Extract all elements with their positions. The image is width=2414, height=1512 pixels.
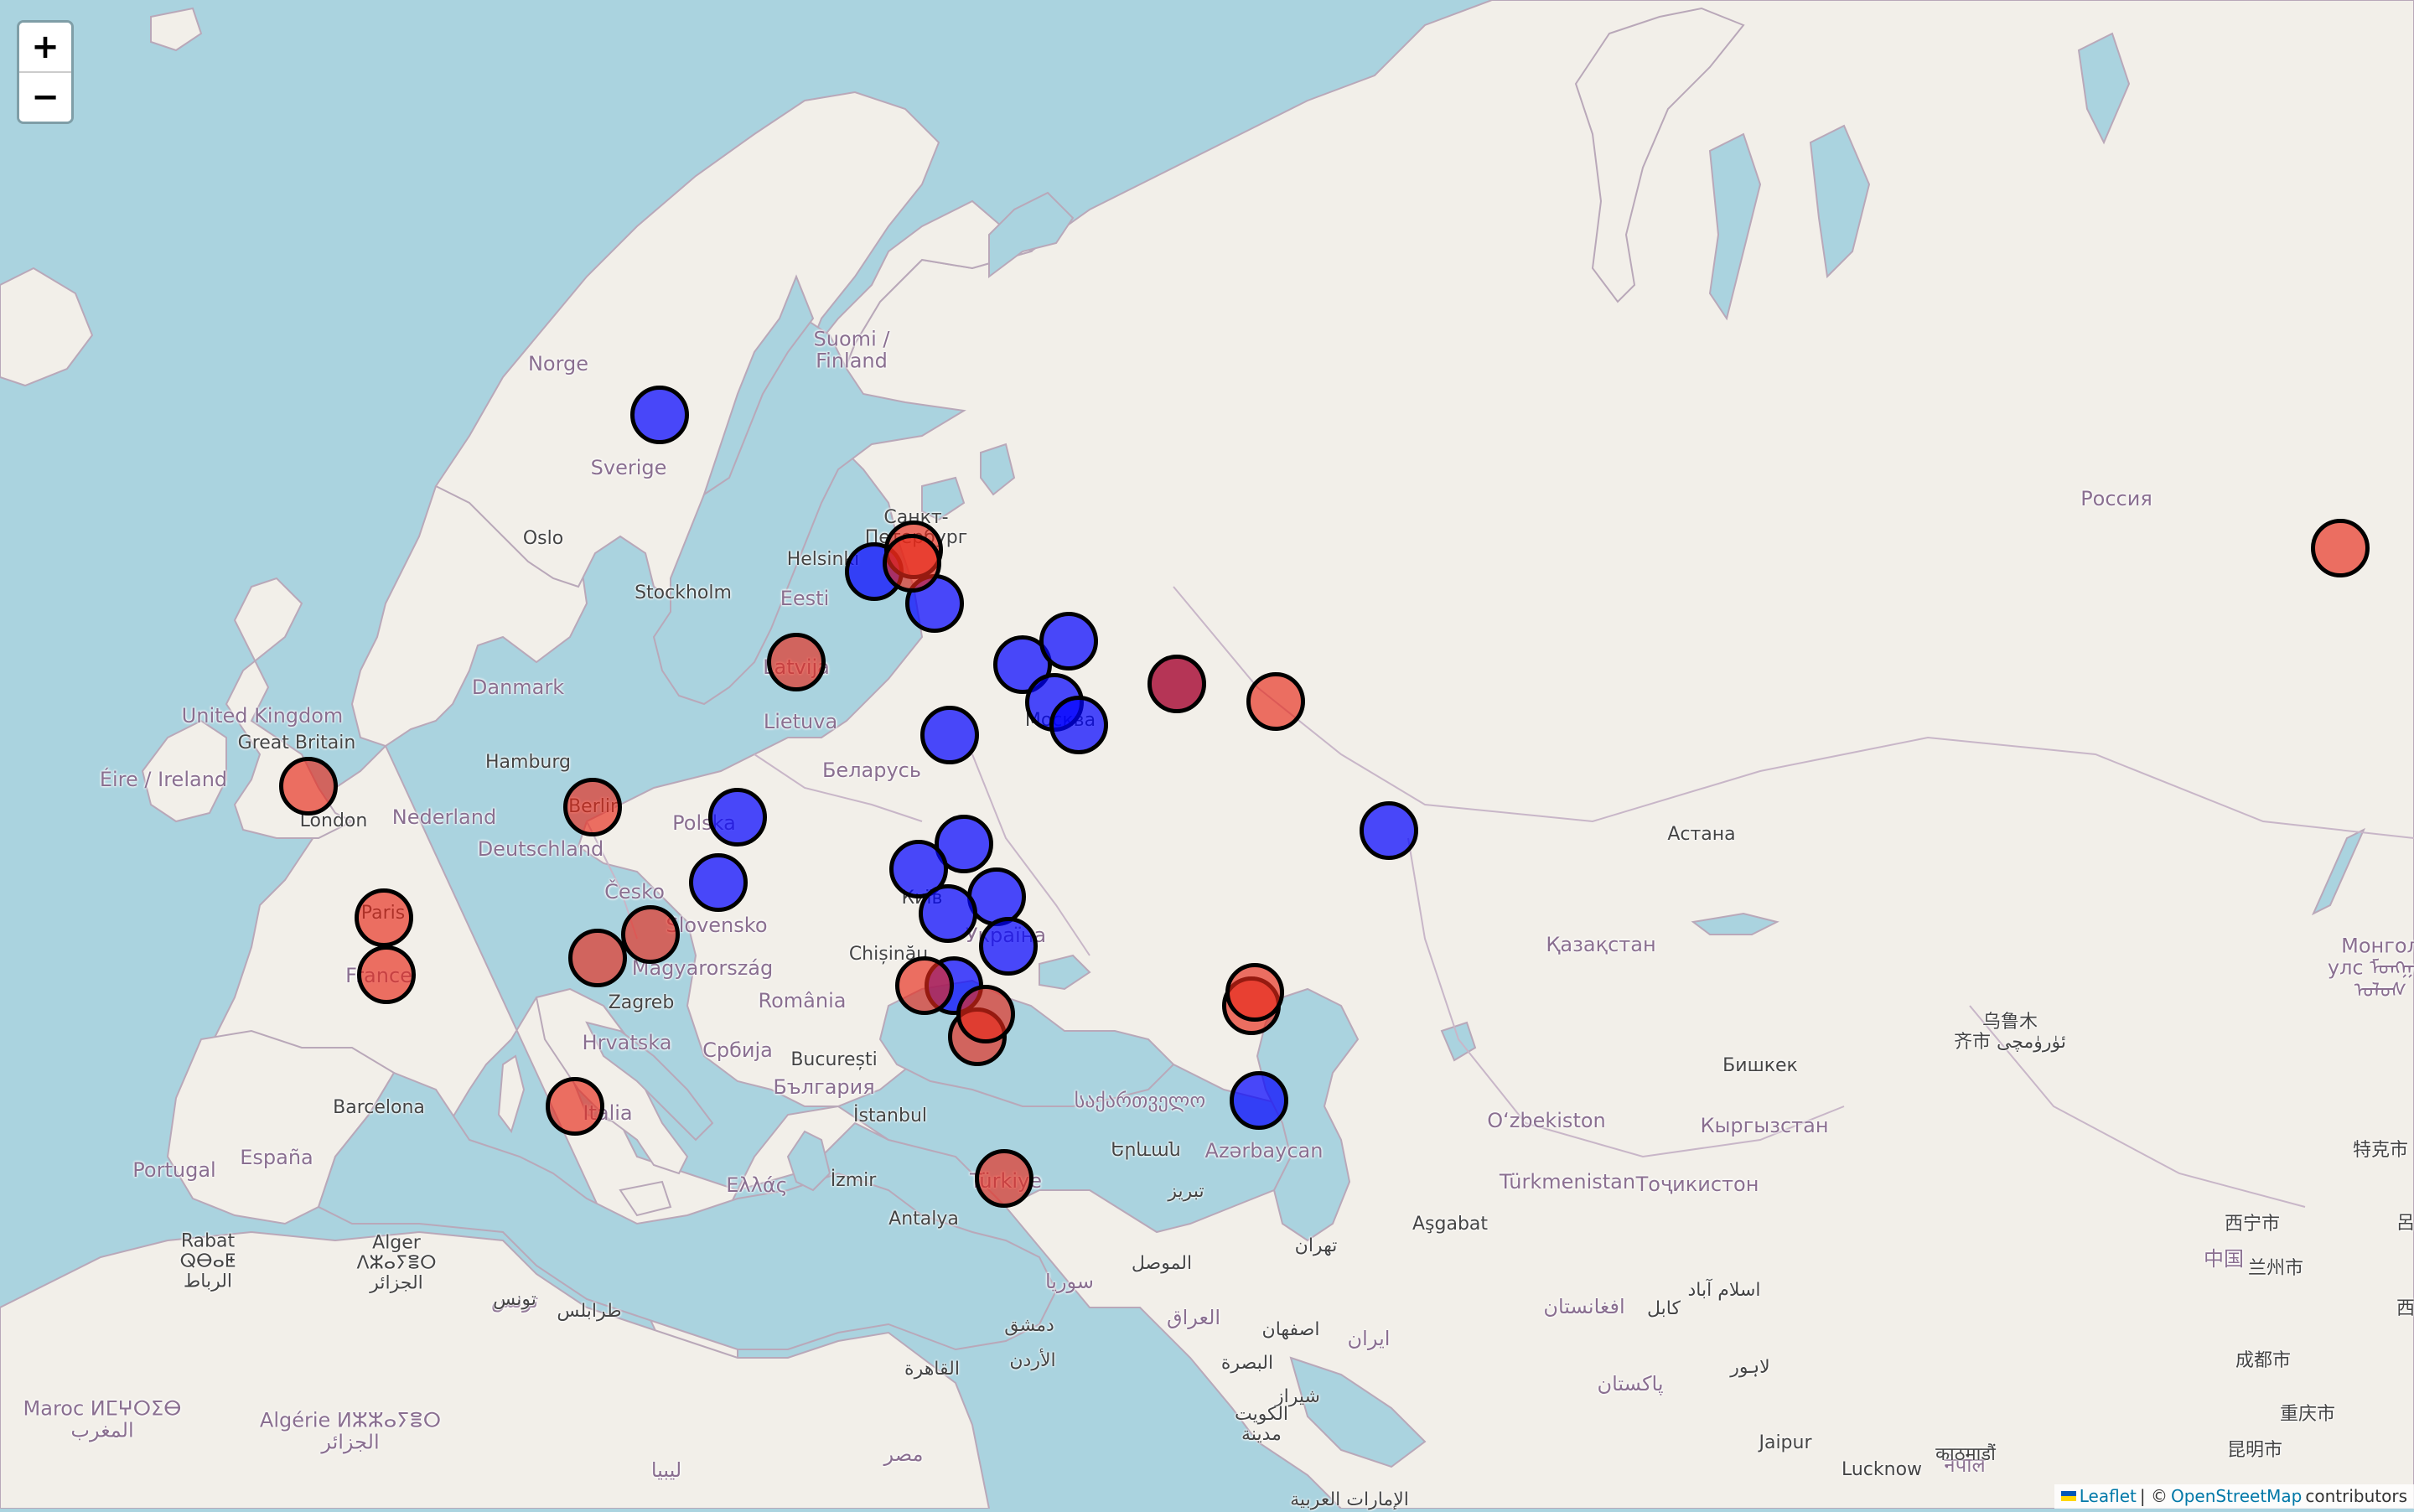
red-circle-marker[interactable] [895,956,954,1015]
blue-circle-marker[interactable] [920,706,979,764]
red-circle-marker[interactable] [975,1149,1033,1208]
red-circle-marker[interactable] [355,888,413,947]
blue-circle-marker[interactable] [689,853,748,912]
red-circle-marker[interactable] [767,633,826,691]
attribution-contributors: contributors [2305,1486,2407,1506]
zoom-out-button[interactable]: − [19,71,71,122]
ukraine-flag-icon [2060,1491,2076,1501]
red-circle-marker[interactable] [357,945,416,1004]
attribution-separator: | © [2139,1486,2168,1506]
red-circle-marker[interactable] [2311,519,2370,577]
red-circle-marker[interactable] [279,757,338,816]
red-circle-marker[interactable] [546,1077,604,1136]
blue-circle-marker[interactable] [919,884,977,943]
red-circle-marker[interactable] [568,929,627,987]
red-circle-marker[interactable] [563,778,622,836]
blue-circle-marker[interactable] [1360,801,1418,860]
leaflet-link[interactable]: Leaflet [2079,1486,2137,1506]
blue-circle-marker[interactable] [1039,612,1098,671]
openstreetmap-link[interactable]: OpenStreetMap [2170,1486,2303,1506]
zoom-in-button[interactable]: + [19,23,71,71]
zoom-control: + − [17,20,74,124]
red-circle-marker[interactable] [621,905,680,964]
red-circle-marker[interactable] [1246,672,1305,731]
blue-circle-marker[interactable] [1230,1071,1288,1130]
red-circle-marker[interactable] [883,534,941,593]
blue-circle-marker[interactable] [979,917,1038,976]
red-circle-marker[interactable] [956,985,1015,1043]
blue-circle-marker[interactable] [1049,696,1108,754]
red-circle-marker[interactable] [1225,963,1284,1022]
blue-circle-marker[interactable] [708,788,767,847]
map-attribution: Leaflet | © OpenStreetMap contributors [2054,1484,2414,1509]
blue-circle-marker[interactable] [630,386,689,444]
purple-circle-marker[interactable] [1147,655,1206,713]
